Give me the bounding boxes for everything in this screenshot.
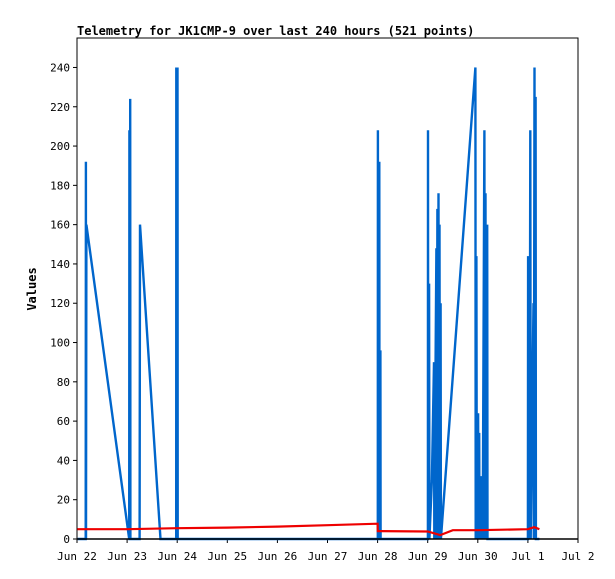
y-tick-label: 140 bbox=[50, 258, 70, 271]
y-tick-label: 20 bbox=[57, 494, 70, 507]
x-tick-label: Jun 29 bbox=[408, 550, 448, 563]
chart-title: Telemetry for JK1CMP-9 over last 240 hou… bbox=[77, 24, 474, 38]
x-tick-label: Jun 24 bbox=[157, 550, 197, 563]
y-tick-label: 80 bbox=[57, 376, 70, 389]
x-axis-ticks: Jun 22 Jun 23 Jun 24 Jun 25 Jun 26 Jun 27 Jun … bbox=[57, 539, 595, 563]
y-tick-label: 120 bbox=[50, 297, 70, 310]
x-tick-label: Jun 30 bbox=[458, 550, 498, 563]
y-tick-label: 160 bbox=[50, 219, 70, 232]
x-tick-label: Jul 1 bbox=[511, 550, 544, 563]
y-tick-label: 60 bbox=[57, 415, 70, 428]
y-tick-label: 240 bbox=[50, 61, 70, 74]
series-layer bbox=[77, 67, 540, 541]
y-axis-label: Values bbox=[25, 267, 39, 310]
x-tick-label: Jun 26 bbox=[258, 550, 298, 563]
y-axis-ticks: 0 20 40 60 80 100 120 140 160 180 200 220 240 bbox=[50, 61, 77, 546]
y-tick-label: 100 bbox=[50, 337, 70, 350]
series-line-1 bbox=[77, 67, 540, 541]
plot-frame bbox=[76, 37, 579, 540]
x-tick-label: Jun 22 bbox=[57, 550, 97, 563]
x-tick-label: Jun 27 bbox=[308, 550, 348, 563]
x-tick-label: Jun 28 bbox=[358, 550, 398, 563]
y-tick-label: 0 bbox=[63, 533, 70, 546]
x-tick-label: Jun 25 bbox=[207, 550, 247, 563]
y-tick-label: 220 bbox=[50, 101, 70, 114]
y-tick-label: 180 bbox=[50, 179, 70, 192]
x-tick-label: Jun 23 bbox=[107, 550, 147, 563]
y-tick-label: 40 bbox=[57, 454, 70, 467]
series-line-2 bbox=[77, 522, 540, 537]
x-tick-label: Jul 2 bbox=[561, 550, 594, 563]
y-tick-label: 200 bbox=[50, 140, 70, 153]
